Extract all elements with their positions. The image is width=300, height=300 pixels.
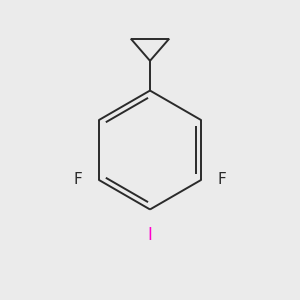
Text: I: I (148, 226, 152, 244)
Text: F: F (74, 172, 82, 187)
Text: F: F (218, 172, 226, 187)
